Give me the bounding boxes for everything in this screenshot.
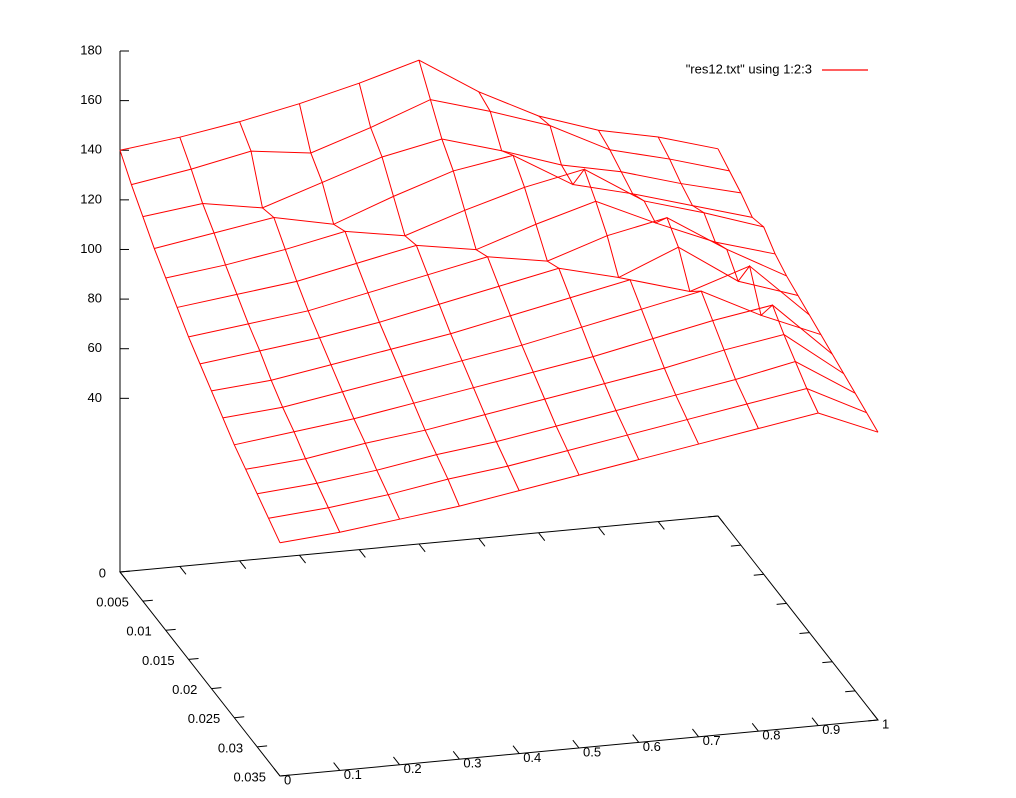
x-tick-mirror	[418, 543, 426, 553]
x-tick	[273, 767, 281, 777]
surface-column	[478, 91, 640, 460]
x-tick-label: 0.4	[523, 750, 541, 765]
x-tick	[452, 751, 460, 760]
surface-row	[142, 138, 741, 218]
x-tick-mirror	[299, 554, 306, 564]
surface-column	[657, 136, 819, 414]
x-tick-mirror	[119, 571, 127, 581]
legend-label: "res12.txt" using 1:2:3	[686, 61, 812, 76]
surface-row	[211, 265, 810, 392]
x-tick-mirror	[478, 538, 486, 547]
y-tick-mirror	[822, 661, 833, 664]
y-tick-label: 0.01	[126, 624, 151, 639]
surface-column	[239, 121, 401, 520]
x-tick-mirror	[717, 515, 725, 525]
y-tick-label: 0.035	[233, 769, 266, 784]
y-tick	[165, 628, 176, 631]
surface-row	[279, 412, 879, 544]
y-tick-mirror	[730, 544, 741, 547]
x-tick-mirror	[538, 532, 546, 541]
surface-row	[234, 304, 833, 446]
x-tick-mirror	[657, 521, 665, 530]
y-tick-mirror	[867, 719, 879, 722]
y-tick	[234, 716, 245, 719]
surface-column	[418, 60, 580, 476]
x-tick-label: 0.3	[463, 756, 481, 771]
x-tick-label: 0.2	[404, 761, 422, 776]
surface-row	[188, 217, 787, 338]
x-tick-mirror	[179, 566, 187, 575]
x-tick	[751, 723, 759, 732]
surface-row	[222, 290, 822, 419]
surface-row	[154, 154, 753, 250]
x-tick	[692, 728, 699, 738]
y-tick-label: 0.015	[142, 653, 175, 668]
x-tick-label: 0.9	[822, 722, 840, 737]
x-tick	[871, 711, 879, 721]
z-tick-label: 120	[80, 191, 102, 206]
x-tick-label: 0	[284, 772, 291, 787]
y-tick	[211, 687, 222, 690]
x-tick	[333, 762, 341, 771]
x-tick	[512, 745, 520, 754]
y-tick-mirror	[776, 602, 787, 605]
y-tick-mirror	[845, 690, 856, 693]
z-tick-label: 160	[80, 92, 102, 107]
y-tick	[142, 599, 153, 602]
z-tick-label: 140	[80, 142, 102, 157]
x-tick-label: 0.6	[643, 739, 661, 754]
x-tick-mirror	[239, 560, 247, 569]
z-tick-label: 80	[88, 291, 102, 306]
y-tick	[119, 570, 131, 573]
surface-column	[538, 115, 700, 445]
y-tick-label: 0.03	[218, 740, 243, 755]
x-tick-label: 0.7	[703, 733, 721, 748]
z-tick-label: 100	[80, 241, 102, 256]
y-tick	[279, 774, 291, 777]
y-tick	[257, 745, 268, 748]
x-tick-mirror	[598, 526, 605, 536]
surface-column	[597, 129, 759, 429]
surface-row	[165, 168, 764, 279]
x-tick-label: 1	[882, 716, 889, 731]
x-tick-mirror	[358, 549, 366, 558]
surface-column	[298, 103, 460, 507]
surface-row	[268, 387, 867, 519]
x-tick-label: 0.8	[762, 728, 780, 743]
z-tick-label: 60	[88, 340, 102, 355]
z-tick-label: 180	[80, 42, 102, 57]
y-tick-label: 0	[99, 565, 106, 580]
x-tick	[811, 717, 819, 726]
surface-column	[119, 150, 281, 544]
x-tick	[632, 734, 640, 743]
surface-column	[358, 83, 520, 491]
y-tick-mirror	[753, 573, 764, 576]
z-tick-label: 40	[88, 390, 102, 405]
x-tick	[393, 756, 400, 766]
y-tick-mirror	[799, 632, 810, 635]
surface-row	[257, 360, 856, 495]
y-tick	[188, 657, 199, 660]
surface-column	[717, 148, 879, 433]
x-tick-label: 0.5	[583, 744, 601, 759]
y-tick-label: 0.025	[188, 711, 221, 726]
surface-row	[199, 246, 799, 365]
y-tick-mirror	[707, 515, 719, 518]
y-tick-label: 0.02	[172, 682, 197, 697]
x-tick-label: 0.1	[344, 767, 362, 782]
surface-column	[179, 137, 341, 533]
x-tick	[572, 739, 580, 749]
y-tick-label: 0.005	[96, 595, 129, 610]
